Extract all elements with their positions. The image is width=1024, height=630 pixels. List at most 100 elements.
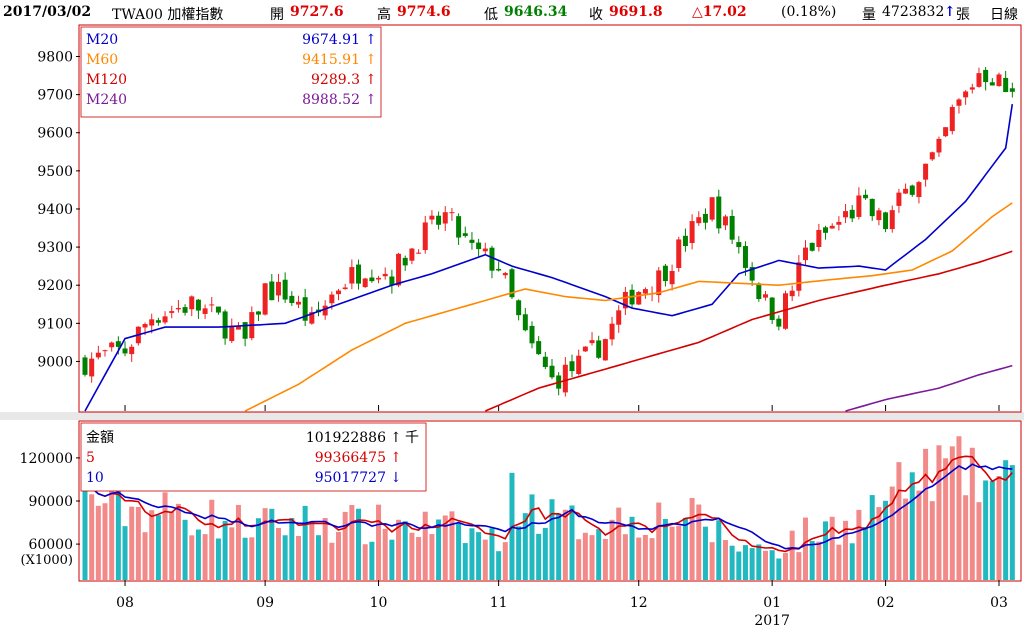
candle-body bbox=[816, 229, 822, 247]
volume-bar bbox=[769, 550, 775, 580]
price-legend-value: 9674.91 bbox=[302, 32, 360, 48]
candle-body bbox=[682, 235, 688, 247]
volume-bar bbox=[536, 533, 542, 580]
candle-body bbox=[562, 364, 568, 393]
quote-header: 2017/03/02 TWA00 加權指數 開 9727.6 高 9774.6 … bbox=[0, 0, 1024, 24]
x-tick-label: 09 bbox=[256, 595, 274, 611]
candle-body bbox=[996, 74, 1002, 87]
candle-body bbox=[609, 323, 615, 340]
volume-legend-arrow: ↓ bbox=[390, 470, 402, 486]
volume-bar bbox=[456, 523, 462, 580]
candle-body bbox=[976, 73, 982, 87]
ma60-line bbox=[244, 202, 1013, 412]
volume-bar bbox=[336, 531, 342, 580]
candle-body bbox=[709, 197, 715, 220]
volume-legend-name: 金額 bbox=[86, 430, 114, 446]
volume-bar bbox=[876, 507, 882, 580]
price-tick-label: 9800 bbox=[37, 49, 73, 65]
candle-body bbox=[1009, 88, 1015, 92]
candle-body bbox=[589, 340, 595, 344]
volume-bar bbox=[149, 510, 155, 580]
price-tick-label: 9500 bbox=[37, 164, 73, 180]
candle-body bbox=[175, 307, 181, 310]
volume-bar bbox=[809, 540, 815, 580]
price-legend-box bbox=[80, 26, 382, 118]
candle-body bbox=[409, 248, 415, 261]
volume-bar bbox=[816, 541, 822, 580]
candle-body bbox=[596, 340, 602, 358]
candle-body bbox=[289, 295, 295, 303]
candle-body bbox=[522, 314, 528, 331]
candle-body bbox=[983, 69, 989, 83]
volume-bar bbox=[789, 530, 795, 580]
candle-body bbox=[235, 326, 241, 330]
volume-bar bbox=[856, 509, 862, 580]
volume-bar bbox=[829, 516, 835, 580]
volume-bar bbox=[976, 502, 982, 580]
candle-body bbox=[789, 290, 795, 297]
x-tick-label: 12 bbox=[630, 595, 648, 611]
volume-bar bbox=[956, 436, 962, 580]
volume-bar bbox=[496, 551, 502, 580]
volume-bar bbox=[943, 458, 949, 580]
candle-body bbox=[416, 252, 422, 254]
volume-bar bbox=[903, 498, 909, 580]
candle-body bbox=[275, 281, 281, 296]
candle-body bbox=[449, 212, 455, 214]
volume-bar bbox=[722, 540, 728, 580]
volume-bar bbox=[469, 528, 475, 580]
volume-tick-label: 120000 bbox=[20, 451, 73, 467]
candle-body bbox=[436, 215, 442, 225]
candle-body bbox=[756, 283, 762, 300]
volume-bar bbox=[649, 538, 655, 580]
volume-bar bbox=[155, 515, 161, 580]
candle-body bbox=[989, 82, 995, 86]
candle-body bbox=[502, 273, 508, 276]
candle-body bbox=[843, 211, 849, 218]
price-panel bbox=[78, 24, 1022, 413]
volume-bar bbox=[1003, 460, 1009, 580]
candle-body bbox=[356, 264, 362, 284]
price-legend-arrow: ↑ bbox=[365, 52, 377, 68]
volume-bar bbox=[796, 552, 802, 580]
volume-ma5-line bbox=[84, 455, 1013, 553]
volume-bar bbox=[362, 544, 368, 580]
volume-bar bbox=[182, 519, 188, 580]
candle-body bbox=[376, 277, 382, 280]
volume-bar bbox=[342, 511, 348, 580]
volume-bar bbox=[482, 539, 488, 580]
volume-value: 4723832 bbox=[882, 4, 945, 20]
volume-bar bbox=[422, 511, 428, 580]
candle-body bbox=[382, 273, 388, 277]
candle-body bbox=[322, 305, 328, 316]
volume-bar bbox=[135, 506, 141, 580]
candle-body bbox=[702, 213, 708, 223]
price-legend-arrow: ↑ bbox=[365, 92, 377, 108]
candle-body bbox=[849, 209, 855, 219]
volume-bar bbox=[462, 543, 468, 580]
candle-body bbox=[489, 247, 495, 271]
volume-bar bbox=[269, 508, 275, 580]
volume-bar bbox=[542, 527, 548, 580]
candle-body bbox=[482, 248, 488, 252]
volume-legend-value: 101922886 bbox=[306, 430, 386, 446]
volume-bar bbox=[209, 499, 215, 580]
volume-bar bbox=[189, 535, 195, 580]
price-tick-label: 9200 bbox=[37, 278, 73, 294]
candle-body bbox=[689, 221, 695, 244]
candle-body bbox=[803, 247, 809, 261]
candle-body bbox=[916, 182, 922, 198]
candle-body bbox=[262, 283, 268, 315]
volume-bar bbox=[776, 558, 782, 580]
volume-bar bbox=[996, 476, 1002, 580]
candle-body bbox=[169, 311, 175, 313]
volume-legend-arrow: ↑ bbox=[390, 430, 402, 446]
candle-body bbox=[295, 301, 301, 305]
volume-bar bbox=[896, 462, 902, 580]
candle-body bbox=[622, 291, 628, 309]
volume-bar bbox=[883, 500, 889, 580]
candle-body bbox=[956, 99, 962, 106]
candle-body bbox=[396, 253, 402, 286]
volume-bar bbox=[843, 520, 849, 580]
panel-separator[interactable] bbox=[0, 412, 1024, 420]
